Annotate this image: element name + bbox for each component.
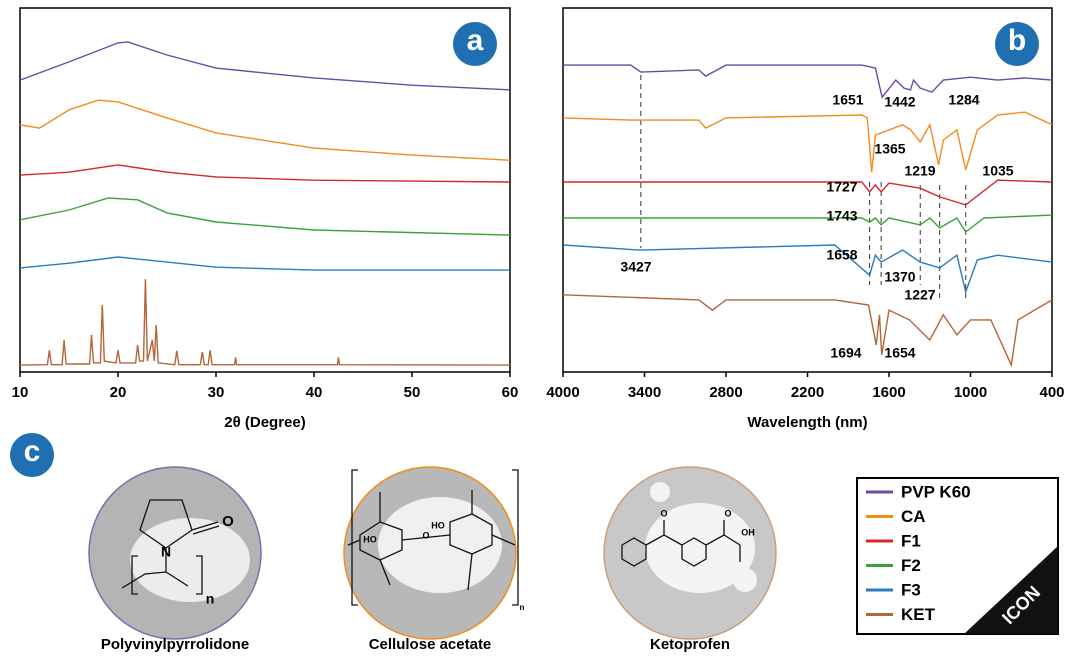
- x-tick-label: 10: [12, 384, 29, 401]
- x-tick-label: 3400: [628, 384, 661, 401]
- spectrum-line: [563, 112, 1052, 172]
- figure: 10 20 30 40 50 60 2θ (Degree) a 4000 3400 2800 2200…: [0, 0, 1068, 659]
- peak-label: 1727: [826, 179, 857, 195]
- x-tick-label: 4000: [546, 384, 579, 401]
- atom-label: HO: [363, 534, 377, 544]
- peak-label: 1370: [884, 269, 915, 285]
- panel-label: b: [1008, 24, 1026, 57]
- peak-label: 1219: [904, 163, 935, 179]
- atom-label: OH: [741, 527, 755, 537]
- peak-label: 1365: [874, 141, 905, 157]
- pvp-photo: [89, 467, 261, 639]
- structure-caption: Ketoprofen: [650, 636, 730, 653]
- x-axis-label: Wavelength (nm): [747, 414, 867, 431]
- atom-label: n: [206, 591, 215, 607]
- x-tick-label: 1000: [954, 384, 987, 401]
- legend-label: F1: [901, 531, 921, 550]
- spectrum-line: [20, 42, 510, 90]
- peak-label: 1694: [830, 345, 861, 361]
- ket-photo: [604, 467, 776, 639]
- legend-label: F2: [901, 556, 921, 575]
- atom-label: O: [724, 508, 731, 518]
- x-tick-label: 400: [1039, 384, 1064, 401]
- plot-frame: [20, 8, 510, 372]
- x-tick-label: 20: [110, 384, 127, 401]
- spectrum-line: [563, 180, 1052, 205]
- structure-caption: Polyvinylpyrrolidone: [101, 636, 249, 653]
- peak-label: 1654: [884, 345, 915, 361]
- x-tick-label: 40: [306, 384, 323, 401]
- legend-label: PVP K60: [901, 482, 971, 501]
- ca-photo: [344, 467, 518, 639]
- spectrum-line: [20, 165, 510, 182]
- legend-label: F3: [901, 580, 921, 599]
- peak-label: 1651: [832, 92, 863, 108]
- x-tick-label: 2200: [791, 384, 824, 401]
- peak-label: 1743: [826, 208, 857, 224]
- atom-label: N: [161, 544, 171, 560]
- x-tick-label: 30: [208, 384, 225, 401]
- legend-label: CA: [901, 507, 926, 526]
- x-axis-label: 2θ (Degree): [224, 414, 305, 431]
- spectrum-line: [563, 215, 1052, 232]
- panel-label: c: [24, 435, 41, 468]
- atom-label: n: [520, 603, 525, 612]
- x-tick-label: 2800: [709, 384, 742, 401]
- spectrum-line: [20, 257, 510, 270]
- peak-label: 1658: [826, 247, 857, 263]
- atom-label: O: [660, 508, 667, 518]
- peak-label: 1035: [982, 163, 1013, 179]
- legend-label: KET: [901, 605, 936, 624]
- x-tick-label: 50: [404, 384, 421, 401]
- spectrum-line: [20, 198, 510, 235]
- x-tick-label: 60: [502, 384, 519, 401]
- atom-label: O: [422, 530, 429, 540]
- panel-label: a: [467, 24, 484, 57]
- peak-label: 1442: [884, 94, 915, 110]
- spectrum-line: [20, 100, 510, 160]
- peak-label: 1227: [904, 287, 935, 303]
- atom-label: HO: [431, 520, 445, 530]
- x-tick-label: 1600: [872, 384, 905, 401]
- peak-label: 1284: [948, 92, 979, 108]
- peak-label: 3427: [620, 259, 651, 275]
- atom-label: O: [222, 513, 234, 530]
- plot-frame: [563, 8, 1052, 372]
- spectrum-line: [20, 279, 510, 365]
- structure-caption: Cellulose acetate: [369, 636, 492, 653]
- spectrum-line: [563, 295, 1052, 365]
